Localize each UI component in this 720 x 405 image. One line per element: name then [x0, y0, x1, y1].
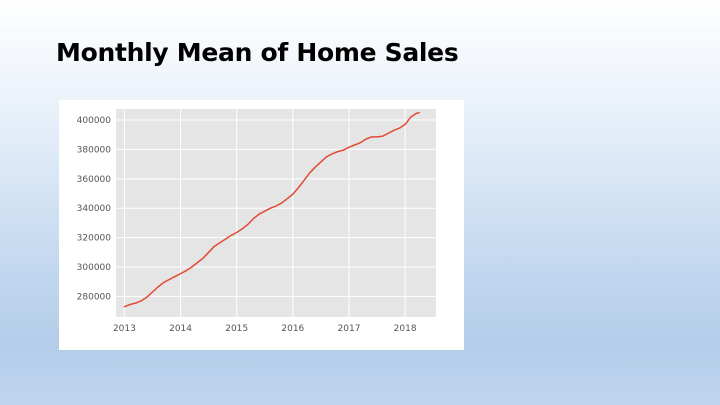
y-tick-label: 340000	[77, 204, 112, 214]
x-tick-label: 2013	[113, 324, 136, 334]
y-tick-label: 280000	[77, 292, 112, 302]
y-tick-labels: 280000 300000 320000 340000 360000 380000 4000…	[77, 116, 112, 302]
x-tick-label: 2014	[169, 324, 192, 334]
line-chart: 2013 2014 2015 2016 2017 2018 280000 300000 320…	[77, 109, 436, 334]
y-tick-label: 320000	[77, 234, 112, 244]
y-gridlines	[116, 119, 436, 297]
series-line	[123, 111, 420, 308]
x-tick-labels: 2013 2014 2015 2016 2017 2018	[113, 324, 417, 334]
x-tick-label: 2015	[225, 324, 248, 334]
y-tick-label: 400000	[77, 116, 112, 126]
x-tick-label: 2017	[338, 324, 361, 334]
x-tick-label: 2016	[281, 324, 304, 334]
y-tick-label: 360000	[77, 175, 112, 185]
series-layer	[123, 111, 420, 308]
y-tick-label: 380000	[77, 145, 112, 155]
chart-card: 2013 2014 2015 2016 2017 2018 280000 300000 320…	[59, 100, 464, 350]
plot-area	[116, 109, 436, 317]
x-tick-label: 2018	[394, 324, 417, 334]
x-gridlines	[123, 109, 406, 317]
slide-title: Monthly Mean of Home Sales	[56, 38, 459, 67]
y-tick-label: 300000	[77, 263, 112, 273]
